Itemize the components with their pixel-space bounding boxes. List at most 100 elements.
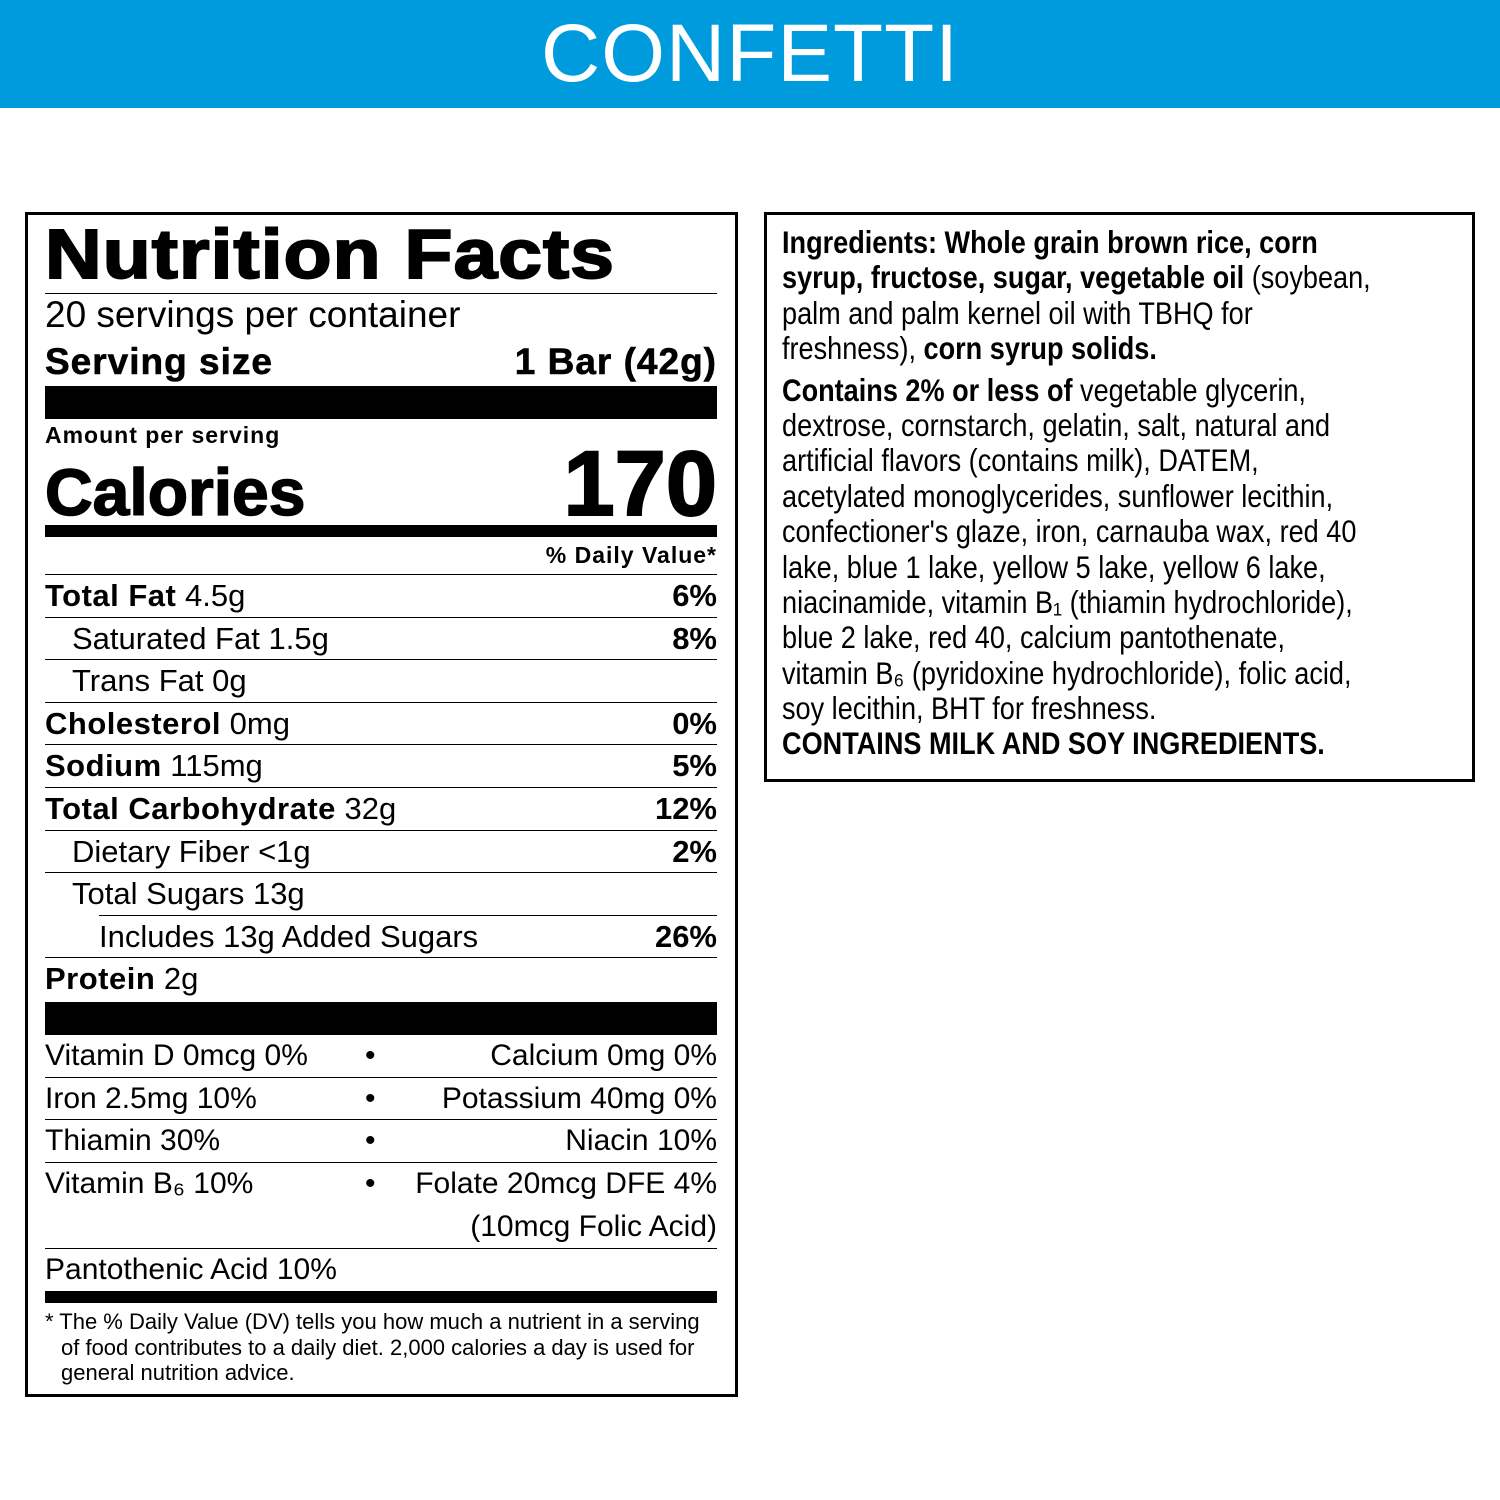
micronutrient-rows: Vitamin D 0mcg 0% • Calcium 0mg 0% Iron 2.5…: [45, 1035, 717, 1249]
ingredients-line: lake, blue 1 lake, yellow 5 lake, yellow…: [782, 548, 1371, 585]
nutrient-rows: Total Fat 4.5g 6% Saturated Fat 1.5g 8% Tran…: [45, 575, 717, 1001]
nutrient-amount: 1.5g: [268, 620, 329, 656]
bullet-separator: •: [365, 1166, 376, 1200]
ingredients-text: Ingredients: Whole grain brown rice, cor…: [782, 225, 1371, 762]
nutrient-name: Total Fat: [45, 578, 177, 613]
nutrient-label: Total Sugars 13g: [45, 873, 305, 916]
calories-value: 170: [563, 433, 718, 535]
nutrient-daily-value: 12%: [654, 790, 717, 826]
nutrient-name: Sodium: [45, 748, 162, 784]
nutrient-amount: <1g: [258, 833, 311, 869]
nutrient-row: Dietary Fiber <1g 2%: [45, 831, 717, 874]
servings-per-container: 20 servings per container: [45, 294, 461, 335]
pantothenic-acid: Pantothenic Acid 10%: [45, 1252, 337, 1286]
nutrient-amount: 32g: [344, 790, 397, 826]
ingredients-text-segment: confectioner's glaze, iron, carnauba wax…: [782, 513, 1357, 550]
nutrient-label: Includes 13g Added Sugars: [45, 916, 478, 958]
serving-size-row: Serving size 1 Bar (42g): [45, 338, 717, 386]
micronutrient-row: Iron 2.5mg 10% • Potassium 40mg 0%: [45, 1078, 717, 1121]
ingredients-line: Ingredients: Whole grain brown rice, cor…: [782, 225, 1371, 260]
nutrient-label: Sodium 115mg: [45, 745, 263, 787]
nutrient-row: Cholesterol 0mg 0%: [45, 703, 717, 746]
ingredients-bold-text: Ingredients: Whole grain brown rice, cor…: [782, 224, 1318, 260]
micronutrient-right-note: (10mcg Folic Acid): [470, 1209, 717, 1243]
product-title: CONFETTI: [541, 8, 959, 99]
micronutrient-right: Potassium 40mg 0%: [441, 1081, 717, 1115]
nutrient-row: Saturated Fat 1.5g 8%: [45, 618, 717, 661]
ingredients-line: niacinamide, vitamin B₁ (thiamin hydroch…: [782, 584, 1371, 620]
ingredients-line: confectioner's glaze, iron, carnauba wax…: [782, 514, 1371, 549]
nutrient-amount: 4.5g: [185, 578, 246, 613]
medium-divider: [45, 525, 717, 537]
ingredients-text-segment: blue 2 lake, red 40, calcium pantothenat…: [782, 619, 1286, 656]
nutrient-name: Trans Fat: [72, 663, 204, 699]
ingredients-line: artificial flavors (contains milk), DATE…: [782, 443, 1371, 478]
nutrition-facts-title: Nutrition Facts: [44, 214, 615, 294]
ingredients-text-segment: dextrose, cornstarch, gelatin, salt, nat…: [782, 406, 1331, 443]
ingredients-text-segment: vegetable glycerin,: [1072, 371, 1306, 408]
ingredients-line: CONTAINS MILK AND SOY INGREDIENTS.: [782, 726, 1371, 761]
nutrient-name: Includes 13g Added Sugars: [99, 918, 479, 954]
nutrient-daily-value: 2%: [672, 833, 717, 869]
nutrient-label: Protein 2g: [45, 958, 198, 1001]
ingredients-line: freshness), corn syrup solids.: [782, 331, 1371, 366]
nutrient-row: Total Fat 4.5g 6%: [45, 575, 717, 618]
micronutrient-row: Vitamin D 0mcg 0% • Calcium 0mg 0%: [45, 1035, 717, 1078]
thick-divider: [45, 386, 717, 419]
thick-divider: [45, 1001, 717, 1035]
nutrient-row: Sodium 115mg 5%: [45, 745, 717, 788]
serving-size-label: Serving size: [45, 341, 273, 383]
ingredients-line: soy lecithin, BHT for freshness.: [782, 691, 1371, 726]
calories-row: Calories 170: [44, 437, 718, 531]
micronutrient-left: Iron 2.5mg 10%: [45, 1081, 257, 1115]
ingredients-text-segment: lake, blue 1 lake, yellow 5 lake, yellow…: [782, 548, 1326, 585]
ingredients-text-segment: freshness),: [782, 330, 924, 367]
nutrient-row: Includes 13g Added Sugars 26%: [45, 916, 717, 959]
nutrient-amount: 2g: [163, 961, 199, 997]
micronutrient-row: Pantothenic Acid 10%: [45, 1249, 717, 1292]
bullet-separator: •: [365, 1124, 376, 1158]
nutrient-daily-value: 6%: [672, 578, 717, 613]
nutrient-name: Saturated Fat: [72, 620, 260, 656]
nutrient-daily-value: 0%: [672, 705, 717, 741]
ingredients-text-segment: palm and palm kernel oil with TBHQ for: [782, 294, 1253, 331]
nutrient-row: Protein 2g: [45, 958, 717, 1001]
ingredients-line: blue 2 lake, red 40, calcium pantothenat…: [782, 620, 1371, 655]
ingredients-bold-text: syrup, fructose, sugar, vegetable oil: [782, 259, 1245, 296]
ingredients-line: vitamin B₆ (pyridoxine hydrochloride), f…: [782, 655, 1371, 691]
nutrient-label: Total Fat 4.5g: [45, 575, 245, 617]
micronutrient-left: Vitamin D 0mcg 0%: [45, 1038, 308, 1072]
micronutrient-row: Thiamin 30% • Niacin 10%: [45, 1120, 717, 1163]
micronutrient-right: Folate 20mcg DFE 4%: [415, 1166, 717, 1200]
nutrient-row: Total Carbohydrate 32g 12%: [45, 788, 717, 831]
nutrient-daily-value: 5%: [672, 748, 717, 784]
ingredients-line: Contains 2% or less of vegetable glyceri…: [782, 371, 1371, 408]
ingredients-text-segment: acetylated monoglycerides, sunflower lec…: [782, 477, 1334, 514]
nutrient-amount: 0mg: [229, 705, 290, 741]
micronutrient-row: Vitamin B₆ 10% • Folate 20mcg DFE 4% (10mcg…: [45, 1163, 717, 1249]
ingredients-text-segment: artificial flavors (contains milk), DATE…: [782, 442, 1259, 479]
nutrient-name: Protein: [45, 961, 156, 997]
ingredients-line: acetylated monoglycerides, sunflower lec…: [782, 477, 1371, 514]
ingredients-panel: Ingredients: Whole grain brown rice, cor…: [764, 212, 1475, 782]
nutrient-name: Cholesterol: [45, 705, 222, 741]
nutrient-label: Cholesterol 0mg: [45, 703, 290, 745]
nutrient-amount: 115mg: [170, 748, 263, 784]
ingredients-bold-text: CONTAINS MILK AND SOY INGREDIENTS.: [782, 725, 1325, 762]
ingredients-line: dextrose, cornstarch, gelatin, salt, nat…: [782, 406, 1371, 443]
ingredients-line: palm and palm kernel oil with TBHQ for: [782, 294, 1371, 331]
nutrient-row: Trans Fat 0g: [45, 660, 717, 703]
medium-divider: [45, 1291, 717, 1304]
calories-label: Calories: [44, 455, 306, 529]
nutrient-amount: 0g: [212, 663, 247, 699]
ingredients-bold-text: Contains 2% or less of: [782, 371, 1073, 408]
nutrient-name: Total Sugars: [72, 876, 245, 912]
micronutrient-left: Thiamin 30%: [45, 1124, 221, 1158]
nutrient-daily-value: 26%: [654, 918, 717, 954]
daily-value-header: % Daily Value*: [45, 537, 717, 575]
nutrient-label: Trans Fat 0g: [45, 660, 247, 702]
footnote: * The % Daily Value (DV) tells you how m…: [45, 1309, 700, 1386]
micronutrient-right: Niacin 10%: [565, 1124, 717, 1158]
nutrient-name: Total Carbohydrate: [45, 790, 336, 826]
nutrient-label: Saturated Fat 1.5g: [45, 618, 329, 660]
